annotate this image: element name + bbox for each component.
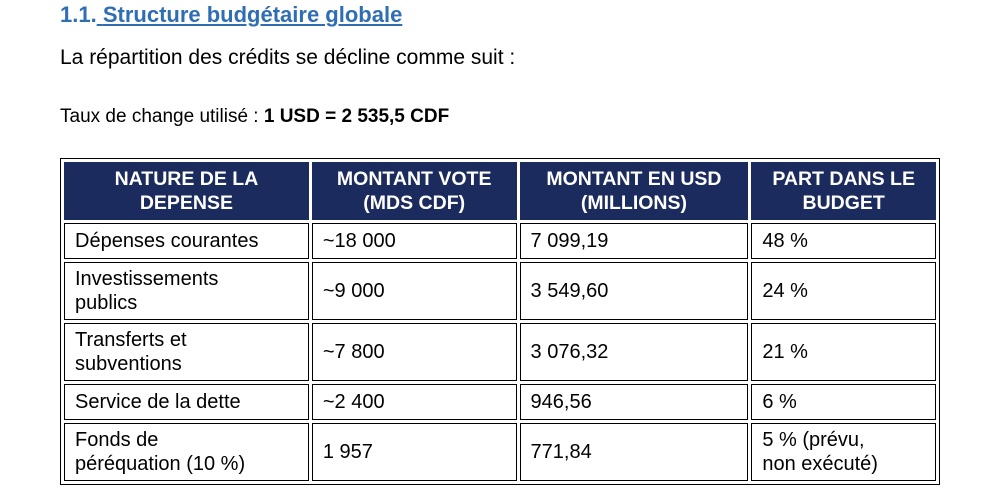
section-title: Structure budgétaire globale	[102, 2, 403, 27]
header-nature: NATURE DE LA DEPENSE	[64, 162, 309, 220]
intro-paragraph: La répartition des crédits se décline co…	[60, 46, 516, 69]
table-row: Fonds de péréquation (10 %) 1 957 771,84…	[64, 423, 936, 481]
cell-nature: Fonds de péréquation (10 %)	[64, 423, 309, 481]
exchange-rate-line: Taux de change utilisé : 1 USD = 2 535,5…	[60, 106, 449, 128]
header-montant-vote: MONTANT VOTE (MDS CDF)	[311, 162, 517, 220]
cell-part: 24 %	[751, 262, 936, 320]
cell-montant-vote: ~7 800	[311, 323, 517, 381]
cell-montant-usd: 946,56	[519, 384, 749, 420]
header-montant-usd: MONTANT EN USD (MILLIONS)	[519, 162, 749, 220]
cell-part: 48 %	[751, 223, 936, 259]
header-part-budget: PART DANS LE BUDGET	[751, 162, 936, 220]
cell-montant-vote: ~9 000	[311, 262, 517, 320]
cell-nature: Transferts et subventions	[64, 323, 309, 381]
table-row: Service de la dette ~2 400 946,56 6 %	[64, 384, 936, 420]
section-number: 1.1.	[60, 2, 97, 27]
cell-nature: Investissements publics	[64, 262, 309, 320]
exchange-rate-label: Taux de change utilisé :	[60, 106, 259, 127]
cell-montant-usd: 3 076,32	[519, 323, 749, 381]
cell-nature: Dépenses courantes	[64, 223, 309, 259]
cell-part: 21 %	[751, 323, 936, 381]
table-row: Investissements publics ~9 000 3 549,60 …	[64, 262, 936, 320]
exchange-rate-value: 1 USD = 2 535,5 CDF	[263, 106, 450, 127]
budget-table: NATURE DE LA DEPENSE MONTANT VOTE (MDS C…	[60, 158, 940, 485]
table-row: Transferts et subventions ~7 800 3 076,3…	[64, 323, 936, 381]
cell-nature: Service de la dette	[64, 384, 309, 420]
cell-montant-usd: 771,84	[519, 423, 749, 481]
section-heading: 1.1. Structure budgétaire globale	[60, 2, 402, 28]
cell-montant-vote: ~2 400	[311, 384, 517, 420]
cell-montant-usd: 7 099,19	[519, 223, 749, 259]
table-row: Dépenses courantes ~18 000 7 099,19 48 %	[64, 223, 936, 259]
cell-part: 5 % (prévu, non exécuté)	[751, 423, 936, 481]
cell-part: 6 %	[751, 384, 936, 420]
cell-montant-vote: 1 957	[311, 423, 517, 481]
table-header-row: NATURE DE LA DEPENSE MONTANT VOTE (MDS C…	[64, 162, 936, 220]
cell-montant-usd: 3 549,60	[519, 262, 749, 320]
cell-montant-vote: ~18 000	[311, 223, 517, 259]
